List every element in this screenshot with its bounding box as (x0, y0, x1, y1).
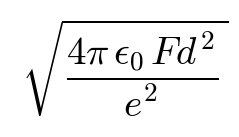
Text: $\sqrt{\dfrac{4\pi\,\epsilon_0\,F d^2}{e^2}}$: $\sqrt{\dfrac{4\pi\,\epsilon_0\,F d^2}{e… (21, 17, 228, 120)
